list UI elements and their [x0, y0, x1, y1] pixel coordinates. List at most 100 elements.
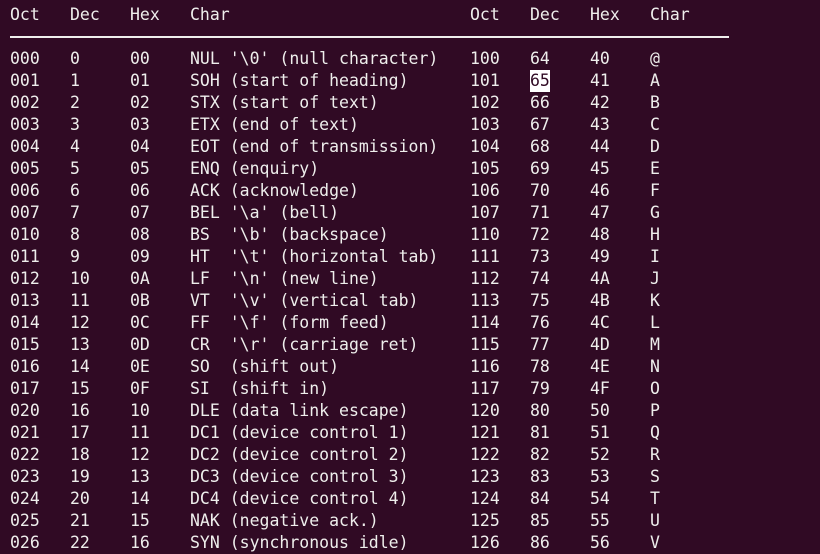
- cell-oct-2: 101: [470, 71, 500, 90]
- table-row: 024 20 14 DC4 (device control 4) 124 84 54 T: [0, 488, 820, 510]
- cell-dec: 1: [70, 71, 80, 90]
- cell-oct-2: 102: [470, 93, 500, 112]
- cell-oct: 021: [10, 423, 40, 442]
- cell-char: DLE (data link escape): [190, 401, 409, 420]
- cell-dec-2: 65: [530, 70, 550, 92]
- cell-dec: 7: [70, 203, 80, 222]
- cell-char-2: V: [650, 533, 660, 552]
- cell-char: DC3 (device control 3): [190, 467, 409, 486]
- cell-dec: 3: [70, 115, 80, 134]
- cell-oct-2: 106: [470, 181, 500, 200]
- cell-dec-2: 86: [530, 533, 550, 552]
- cell-hex: 09: [130, 247, 150, 266]
- cell-char-2: K: [650, 291, 660, 310]
- header-char-2: Char: [650, 5, 690, 24]
- cell-hex: 15: [130, 511, 150, 530]
- cell-hex-2: 47: [590, 203, 610, 222]
- cell-char: NUL '\0' (null character): [190, 49, 439, 68]
- cell-char: SOH (start of heading): [190, 71, 409, 90]
- cell-oct-2: 120: [470, 401, 500, 420]
- cell-oct: 023: [10, 467, 40, 486]
- cell-char: FF '\f' (form feed): [190, 313, 389, 332]
- cell-hex: 01: [130, 71, 150, 90]
- cell-hex: 14: [130, 489, 150, 508]
- table-row: 023 19 13 DC3 (device control 3) 123 83 53 S: [0, 466, 820, 488]
- cell-dec: 16: [70, 401, 90, 420]
- cell-hex-2: 44: [590, 137, 610, 156]
- cell-char: ACK (acknowledge): [190, 181, 359, 200]
- cell-char-2: @: [650, 49, 660, 68]
- cell-dec-2: 71: [530, 203, 550, 222]
- cell-hex-2: 51: [590, 423, 610, 442]
- cell-hex-2: 41: [590, 71, 610, 90]
- table-row: 022 18 12 DC2 (device control 2) 122 82 52 R: [0, 444, 820, 466]
- cell-hex-2: 4F: [590, 379, 610, 398]
- cell-hex-2: 49: [590, 247, 610, 266]
- cell-oct: 015: [10, 335, 40, 354]
- cell-hex: 00: [130, 49, 150, 68]
- cell-hex-2: 4B: [590, 291, 610, 310]
- header-dec-2: Dec: [530, 5, 560, 24]
- cell-oct: 022: [10, 445, 40, 464]
- cell-oct: 007: [10, 203, 40, 222]
- header-char: Char: [190, 5, 230, 24]
- cell-oct: 004: [10, 137, 40, 156]
- cell-oct: 001: [10, 71, 40, 90]
- cell-dec: 0: [70, 49, 80, 68]
- cell-oct-2: 115: [470, 335, 500, 354]
- cell-hex-2: 54: [590, 489, 610, 508]
- cell-oct-2: 104: [470, 137, 500, 156]
- cell-hex: 11: [130, 423, 150, 442]
- cell-char-2: M: [650, 335, 660, 354]
- header-hex-2: Hex: [590, 5, 620, 24]
- cell-dec-2: 66: [530, 93, 550, 112]
- cell-char: DC1 (device control 1): [190, 423, 409, 442]
- cell-oct: 002: [10, 93, 40, 112]
- cell-char-2: N: [650, 357, 660, 376]
- cell-oct-2: 105: [470, 159, 500, 178]
- cell-oct: 020: [10, 401, 40, 420]
- cell-dec: 6: [70, 181, 80, 200]
- cell-dec-2: 68: [530, 137, 550, 156]
- cell-oct-2: 103: [470, 115, 500, 134]
- cell-oct: 014: [10, 313, 40, 332]
- cell-hex: 0E: [130, 357, 150, 376]
- cell-hex-2: 4E: [590, 357, 610, 376]
- cell-char-2: H: [650, 225, 660, 244]
- cell-oct-2: 125: [470, 511, 500, 530]
- cell-hex-2: 4A: [590, 269, 610, 288]
- cell-oct-2: 121: [470, 423, 500, 442]
- cell-char-2: Q: [650, 423, 660, 442]
- cell-char: SI (shift in): [190, 379, 330, 398]
- cell-char-2: G: [650, 203, 660, 222]
- cell-hex: 07: [130, 203, 150, 222]
- cell-oct: 012: [10, 269, 40, 288]
- header-divider: [10, 36, 729, 38]
- cell-hex: 13: [130, 467, 150, 486]
- table-row: 003 3 03 ETX (end of text) 103 67 43 C: [0, 114, 820, 136]
- cell-char: LF '\n' (new line): [190, 269, 379, 288]
- cell-oct-2: 116: [470, 357, 500, 376]
- cell-dec-2: 78: [530, 357, 550, 376]
- table-row: 015 13 0D CR '\r' (carriage ret) 115 77 4D M: [0, 334, 820, 356]
- cell-char: ETX (end of text): [190, 115, 359, 134]
- cell-oct-2: 124: [470, 489, 500, 508]
- cell-char-2: T: [650, 489, 660, 508]
- cell-char: SO (shift out): [190, 357, 340, 376]
- cell-hex: 0B: [130, 291, 150, 310]
- cell-dec-2: 82: [530, 445, 550, 464]
- cell-hex: 0A: [130, 269, 150, 288]
- cell-oct-2: 110: [470, 225, 500, 244]
- cell-char: SYN (synchronous idle): [190, 533, 409, 552]
- cell-hex-2: 4D: [590, 335, 610, 354]
- cell-hex-2: 52: [590, 445, 610, 464]
- cell-dec: 13: [70, 335, 90, 354]
- table-row: 025 21 15 NAK (negative ack.) 125 85 55 U: [0, 510, 820, 532]
- cell-char: BS '\b' (backspace): [190, 225, 389, 244]
- cell-hex-2: 46: [590, 181, 610, 200]
- cell-hex-2: 40: [590, 49, 610, 68]
- cell-dec: 18: [70, 445, 90, 464]
- cell-oct: 017: [10, 379, 40, 398]
- cell-oct-2: 112: [470, 269, 500, 288]
- table-row: 013 11 0B VT '\v' (vertical tab) 113 75 4B K: [0, 290, 820, 312]
